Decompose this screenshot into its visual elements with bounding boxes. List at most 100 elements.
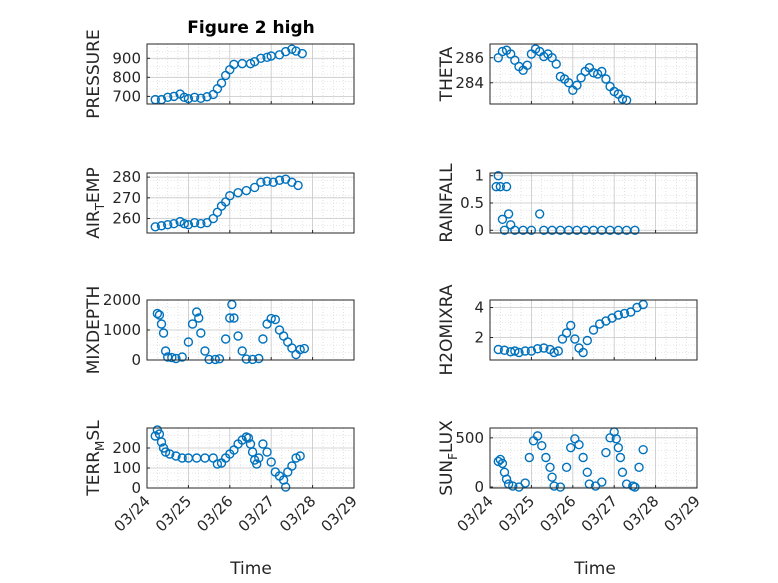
- data-point: [220, 334, 231, 344]
- data-point: [549, 481, 559, 491]
- data-point: [578, 452, 588, 463]
- data-point: [241, 185, 252, 196]
- data-point: [597, 477, 607, 487]
- data-point: [233, 331, 243, 341]
- axes-box: [489, 172, 698, 234]
- data-point: [547, 472, 557, 482]
- data-point: [187, 319, 198, 329]
- data-point: [183, 337, 194, 347]
- data-point: [524, 452, 535, 463]
- data-point: [171, 451, 181, 461]
- data-point: [254, 353, 264, 364]
- data-point: [549, 347, 559, 358]
- x-tick-label: 03/26: [536, 492, 579, 535]
- y-axis-label: PRESSURE: [84, 29, 104, 118]
- data-point: [566, 442, 576, 453]
- data-point: [551, 59, 561, 69]
- data-point: [204, 354, 214, 365]
- x-tick-label: 03/28: [276, 492, 319, 535]
- y-axis-label: THETA: [437, 46, 457, 102]
- data-point: [237, 346, 247, 356]
- y-axis-label: TERRMSL: [84, 420, 107, 497]
- y-tick-label: 0: [474, 221, 484, 239]
- data-point: [634, 462, 644, 473]
- data-point: [497, 214, 508, 225]
- data-point: [617, 467, 628, 477]
- y-axis-label: MIXDEPTH: [84, 286, 104, 375]
- axes-box: [489, 43, 698, 105]
- data-point: [506, 49, 516, 59]
- data-point: [493, 171, 503, 181]
- data-point: [258, 334, 268, 344]
- data-point: [293, 180, 303, 191]
- data-point: [522, 60, 532, 70]
- x-tick-label: 03/29: [661, 492, 704, 535]
- axes-box: [489, 427, 698, 489]
- data-point: [570, 334, 580, 344]
- data-point: [169, 91, 179, 102]
- y-tick-label: 0: [131, 351, 141, 369]
- y-tick-label: 2: [474, 329, 484, 347]
- data-point: [532, 431, 543, 441]
- data-point: [194, 313, 204, 323]
- data-point: [582, 335, 592, 346]
- data-point: [626, 307, 636, 317]
- data-point: [499, 225, 510, 235]
- data-point: [165, 449, 175, 459]
- data-point: [299, 343, 310, 354]
- y-tick-label: 1: [474, 167, 484, 185]
- x-tick-label: 03/24: [454, 492, 497, 535]
- data-point: [601, 74, 611, 84]
- y-tick-label: 0: [131, 479, 141, 497]
- data-point: [537, 441, 547, 451]
- y-tick-label: 200: [112, 439, 141, 457]
- x-tick-label: 03/24: [111, 492, 154, 535]
- data-point: [225, 191, 235, 201]
- data-point: [156, 319, 167, 329]
- data-point: [287, 461, 297, 471]
- axes-box: [146, 299, 355, 361]
- data-point: [254, 453, 264, 463]
- data-point: [212, 459, 223, 469]
- data-point: [167, 352, 177, 363]
- data-point: [526, 346, 537, 356]
- data-point: [189, 92, 200, 103]
- data-point: [154, 310, 165, 320]
- data-point: [555, 482, 566, 492]
- data-point: [266, 457, 276, 467]
- x-tick-label: 03/27: [578, 492, 621, 535]
- data-point: [539, 343, 549, 353]
- data-point: [574, 440, 584, 450]
- data-point: [256, 53, 266, 63]
- data-point: [576, 73, 586, 83]
- data-point: [262, 447, 272, 457]
- y-tick-label: 2000: [103, 291, 141, 309]
- y-tick-label: 800: [112, 68, 141, 86]
- data-point: [510, 346, 520, 356]
- data-point: [280, 482, 291, 492]
- data-point: [534, 209, 545, 219]
- data-point: [262, 52, 272, 63]
- subplot-terr-msl: 0 100 200 TERRMSL: [84, 420, 355, 497]
- data-point: [578, 347, 588, 358]
- data-point: [200, 346, 210, 356]
- data-point: [202, 92, 212, 102]
- data-point: [613, 310, 624, 320]
- data-point: [162, 220, 173, 230]
- y-tick-label: 0: [474, 478, 484, 496]
- subplot-rainfall: 0 0.5 1 RAINFALL: [437, 163, 698, 243]
- y-tick-label: 500: [455, 429, 484, 447]
- data-point: [601, 447, 611, 458]
- data-point: [268, 177, 278, 188]
- y-tick-label: 0.5: [460, 194, 484, 212]
- y-axis-label: AIRTEMP: [84, 167, 107, 238]
- data-point: [196, 93, 206, 103]
- data-point: [495, 181, 506, 192]
- data-point: [295, 451, 305, 461]
- data-point: [532, 344, 543, 354]
- data-point: [179, 218, 189, 229]
- data-point: [183, 220, 194, 230]
- data-point: [169, 218, 179, 229]
- data-point: [553, 346, 564, 356]
